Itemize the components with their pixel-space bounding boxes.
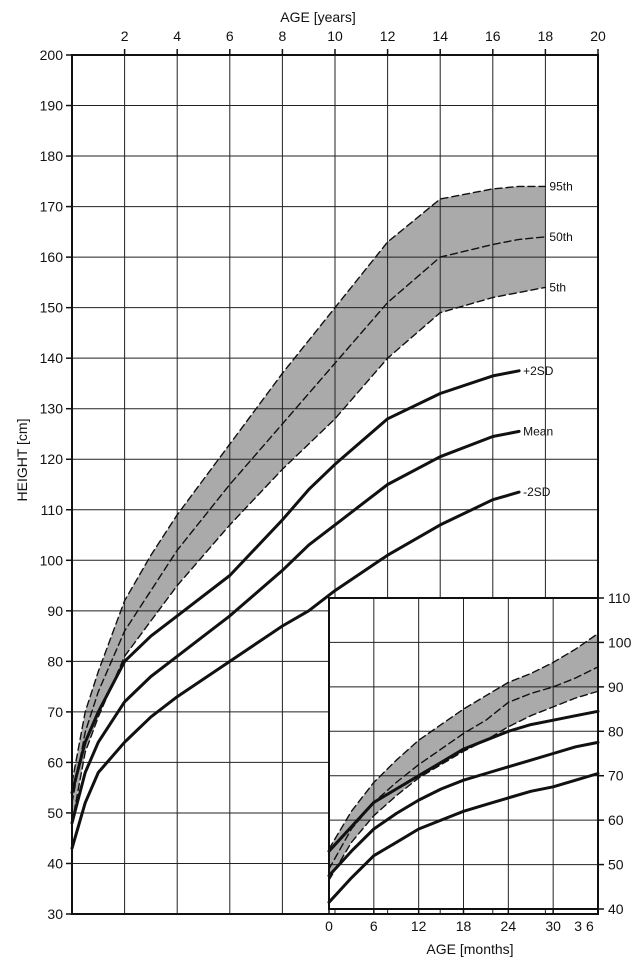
main-y-tick-label: 140 bbox=[40, 350, 64, 366]
inset-series-95th-line bbox=[328, 632, 599, 850]
series-mean-line bbox=[70, 429, 521, 825]
main-x-tick-label: 2 bbox=[121, 28, 129, 44]
inset-y-tick-label: 60 bbox=[608, 812, 624, 828]
main-x-tick-label: 8 bbox=[279, 28, 287, 44]
inset-y-tick-label: 40 bbox=[608, 901, 624, 917]
main-x-tick-label: 18 bbox=[538, 28, 554, 44]
series-95th-label: 95th bbox=[549, 179, 572, 193]
inset-y-tick-label: 100 bbox=[608, 634, 632, 650]
main-y-tick-label: 200 bbox=[40, 47, 64, 63]
series-50th-label: 50th bbox=[549, 230, 572, 244]
main-y-tick-label: 100 bbox=[40, 552, 64, 568]
main-y-tick-label: 40 bbox=[47, 855, 63, 871]
series-95th-line bbox=[71, 185, 547, 784]
series-minus-2sd-label: -2SD bbox=[523, 485, 551, 499]
main-y-tick-label: 150 bbox=[40, 300, 64, 316]
main-x-tick-label: 4 bbox=[173, 28, 181, 44]
inset-percentile-band bbox=[329, 633, 598, 881]
inset-percentile-band-area bbox=[329, 633, 598, 881]
main-series: 95th 50th 5th +2SD Mean -2SD bbox=[70, 179, 573, 850]
main-y-tick-label: 180 bbox=[40, 148, 64, 164]
series-mean-label: Mean bbox=[523, 424, 553, 438]
inset-y-tick-label: 70 bbox=[608, 768, 624, 784]
main-y-tick-label: 160 bbox=[40, 249, 64, 265]
main-y-tick-label: 130 bbox=[40, 401, 64, 417]
inset-x-tick-label: 12 bbox=[411, 918, 427, 934]
main-y-tick-label: 110 bbox=[41, 502, 64, 518]
main-x-tick-label: 16 bbox=[485, 28, 501, 44]
inset-x-tick-label: 0 bbox=[325, 918, 333, 934]
inset-x-tick-label: 30 bbox=[545, 918, 561, 934]
inset-y-tick-label: 80 bbox=[608, 723, 624, 739]
series-50th-line bbox=[71, 236, 547, 804]
series-minus-2sd-line bbox=[70, 490, 521, 850]
main-x-axis-title: AGE [years] bbox=[280, 9, 355, 25]
inset-axes: 40 50 60 70 80 90 100 110 0 6 12 18 24 30 3 6 bbox=[325, 590, 631, 934]
inset-series-mean-line bbox=[327, 740, 600, 878]
series-plus-2sd-label: +2SD bbox=[523, 364, 554, 378]
main-y-axis-title: HEIGHT [cm] bbox=[14, 419, 30, 502]
series-5th-line bbox=[71, 286, 547, 824]
main-x-tick-label: 10 bbox=[327, 28, 343, 44]
main-percentile-band-area bbox=[72, 186, 546, 824]
main-percentile-band bbox=[72, 186, 546, 824]
main-x-tick-label: 20 bbox=[590, 28, 606, 44]
main-y-tick-label: 190 bbox=[40, 98, 64, 114]
main-x-tick-label: 12 bbox=[380, 28, 396, 44]
inset-x-tick-label: 6 bbox=[370, 918, 378, 934]
series-plus-2sd-line bbox=[70, 369, 521, 795]
inset-y-tick-label: 90 bbox=[608, 679, 624, 695]
inset-series-plus-2sd-line bbox=[327, 709, 600, 853]
series-5th-label: 5th bbox=[549, 280, 566, 294]
main-axes: 30 40 50 60 70 80 90 100 110 120 130 140 150 160 170 18… bbox=[40, 28, 606, 922]
inset-series-minus-2sd-line bbox=[327, 772, 600, 904]
inset-x-axis-title: AGE [months] bbox=[426, 941, 513, 957]
inset-series bbox=[327, 632, 600, 904]
inset-y-tick-label: 110 bbox=[608, 590, 631, 606]
inset-x-tick-label: 18 bbox=[456, 918, 472, 934]
main-y-tick-label: 50 bbox=[47, 805, 63, 821]
main-y-tick-label: 90 bbox=[47, 603, 63, 619]
main-y-tick-label: 70 bbox=[47, 704, 63, 720]
inset-series-5th-line bbox=[328, 690, 599, 881]
inset-x-tick-label: 24 bbox=[501, 918, 517, 934]
main-y-tick-label: 30 bbox=[47, 906, 63, 922]
inset-x-tick-label: 3 6 bbox=[574, 918, 594, 934]
main-x-tick-label: 6 bbox=[226, 28, 234, 44]
main-y-tick-label: 120 bbox=[40, 451, 64, 467]
main-x-tick-label: 14 bbox=[432, 28, 448, 44]
main-y-tick-label: 60 bbox=[47, 754, 63, 770]
main-y-tick-label: 170 bbox=[40, 199, 64, 215]
main-y-tick-label: 80 bbox=[47, 653, 63, 669]
inset-y-tick-label: 50 bbox=[608, 857, 624, 873]
inset-chart: 40 50 60 70 80 90 100 110 0 6 12 18 24 30 3 6 AGE [mon… bbox=[325, 590, 631, 957]
